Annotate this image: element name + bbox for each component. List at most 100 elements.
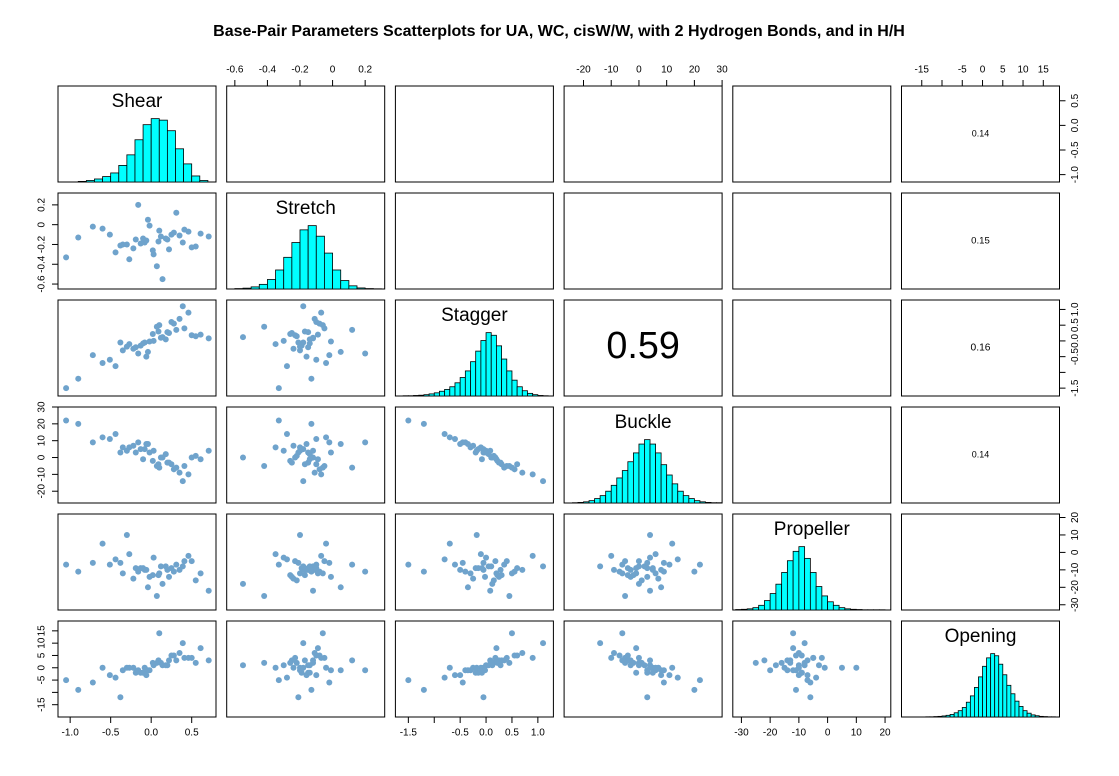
scatter-point [326,679,333,686]
scatter-point [239,454,246,461]
histogram-bar [649,443,656,504]
histogram-bar [307,225,317,290]
histogram-bar [511,379,518,397]
x-tick-label: -10 [792,728,807,739]
scatter-point [784,667,791,674]
y-tick-label: -20 [37,484,48,499]
correlation-label: 0.16 [971,343,991,354]
x-tick-label: -20 [763,728,778,739]
scatter-point [75,420,82,427]
histogram-bar [183,163,193,183]
scatter-point [483,554,490,561]
x-tick-label: -30 [734,728,749,739]
scatter-point [326,352,333,359]
scatter-point [337,348,344,355]
scatter-point [205,447,212,454]
scatter-point [660,559,667,566]
scatter-point [306,340,313,347]
histogram-bar [775,583,783,611]
scatter-point [801,662,808,669]
scatter-point [540,478,547,485]
histogram-bar [1030,714,1036,718]
histogram-bar [501,358,508,397]
histogram-bar [258,283,268,290]
scatter-point [798,652,805,659]
scatter-point [311,469,318,476]
scatter-point [635,662,642,669]
scatter-point [156,322,163,329]
scatter-point [798,669,805,676]
scatter-point [666,672,673,679]
scatter-point [287,457,294,464]
scatter-point [132,236,139,243]
scatter-point [349,561,356,568]
scatter-point [144,348,151,355]
scatter-point [303,353,310,360]
scatter-point [349,326,356,333]
histogram-bar [166,130,176,183]
scatter-point [838,664,845,671]
scatter-point [185,471,192,478]
histogram-bar [599,495,607,504]
scatter-point [633,645,640,652]
histogram-bar [490,334,497,397]
histogram-bar [644,439,651,504]
x-tick-label: 0 [330,65,336,76]
scatter-point [529,654,536,661]
panel-frame [732,85,892,183]
scatter-point [179,563,186,570]
histogram-bar [764,600,771,611]
scatter-point [130,575,137,582]
scatter-point [75,686,82,693]
scatter-point [75,375,82,382]
scatter-point [405,561,412,568]
scatter-point [349,464,356,471]
histogram-bar [340,280,350,290]
histogram-bar [275,269,285,290]
scatter-point [501,561,508,568]
scatter-point [106,672,113,679]
scatter-point [188,244,195,251]
histogram-bar [660,464,668,504]
histogram-bar [283,256,293,290]
scatter-point [185,309,192,316]
histogram-bar [699,501,706,504]
scatter-point [280,447,287,454]
panel-frame [394,620,554,718]
scatter-point [478,456,485,463]
histogram-bar [1018,706,1024,718]
scatter-point [508,570,515,577]
histogram-bar [532,394,539,397]
scatter-point [123,664,130,671]
scatter-point [310,335,317,342]
scatter-point [132,449,139,456]
scatter-point [176,469,183,476]
scatter-point [106,436,113,442]
histogram-bar [978,676,983,718]
x-tick-label: 20 [879,728,891,739]
histogram-bar [682,495,690,504]
scatter-point [146,338,153,345]
histogram-bar [454,382,461,397]
scatter-point [647,587,654,594]
scatter-point [296,664,303,671]
scatter-point [106,231,113,238]
scatter-point [173,326,180,333]
y-tick-label: -0.4 [37,255,48,273]
histogram-bar [610,484,618,504]
scatter-point [467,570,474,577]
histogram-bar [741,608,748,611]
scatter-point [205,335,212,342]
scatter-point [451,561,458,568]
scatter-point [691,568,698,575]
scatter-point [658,584,665,591]
scatter-point [149,659,156,666]
y-tick-label: -10 [1070,562,1081,577]
scatter-point [313,672,320,679]
scatter-point [135,568,142,575]
scatter-point [644,559,651,566]
scatter-point [112,430,119,437]
variable-name: Shear [112,91,163,112]
scatter-point [462,667,469,674]
scatter-point [287,572,294,579]
